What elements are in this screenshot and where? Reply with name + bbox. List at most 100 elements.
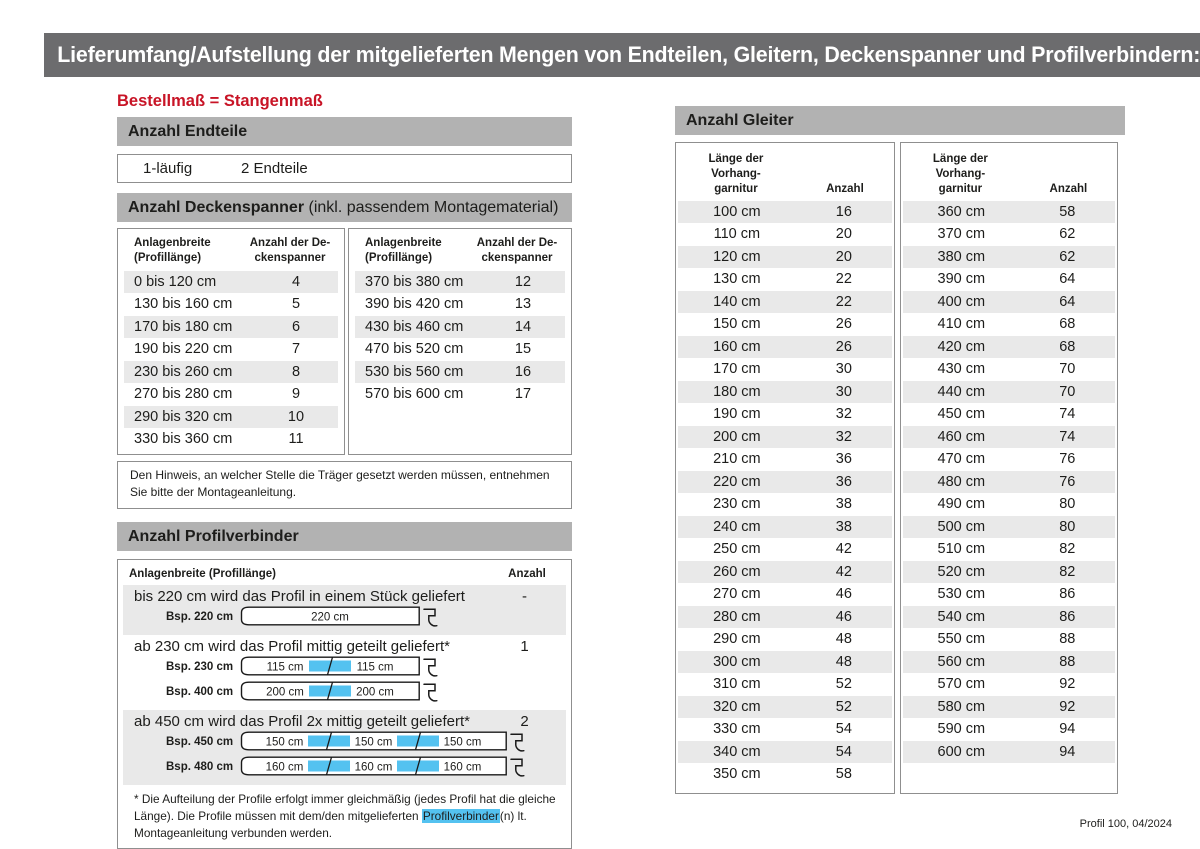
- table-row: 130 bis 160 cm 5: [124, 293, 338, 316]
- range-cell: 130 cm: [713, 271, 761, 288]
- range-cell: 0 bis 120 cm: [134, 273, 217, 290]
- table-body: 100 cm 16 110 cm 20 120 cm 20 130 cm 22 140 cm 22…: [676, 200, 894, 786]
- range-cell: 370 cm: [937, 226, 986, 243]
- count-cell: 62: [1059, 248, 1076, 265]
- table-row: 240 cm 38: [678, 515, 892, 539]
- table-row: 120 cm 20: [678, 245, 892, 269]
- range-cell: 410 cm: [937, 316, 986, 333]
- section-gleiter-title: Anzahl Gleiter: [686, 112, 794, 129]
- table-row: 100 cm 16: [678, 200, 892, 224]
- count-cell: 48: [835, 653, 852, 670]
- count-cell: 68: [1059, 338, 1076, 355]
- segment-length-label: 160 cm: [444, 762, 482, 774]
- segment-length-label: 200 cm: [356, 687, 394, 699]
- table-row: 460 cm 74: [903, 425, 1115, 449]
- row-description: ab 450 cm wird das Profil 2x mittig gete…: [134, 712, 470, 730]
- count-cell: 70: [1059, 361, 1076, 378]
- table-row: 260 cm 42: [678, 560, 892, 584]
- table-row: 270 cm 46: [678, 583, 892, 606]
- table-row: 310 cm 52: [678, 673, 892, 696]
- table-row: 290 bis 320 cm 10: [124, 405, 338, 429]
- page-header-bar: Lieferumfang/Aufstellung der mitgeliefer…: [44, 33, 1200, 77]
- table-row: 510 cm 82: [903, 538, 1115, 561]
- range-cell: 120 cm: [713, 248, 761, 265]
- range-cell: 280 cm: [713, 608, 761, 625]
- count-cell: 30: [835, 361, 852, 378]
- count-cell: 94: [1059, 721, 1076, 738]
- count-cell: 14: [514, 318, 532, 335]
- count-cell: 92: [1059, 698, 1076, 715]
- count-cell: 16: [835, 203, 852, 220]
- column-header-anzahl: Anzahl: [826, 182, 864, 195]
- profile-diagram: 160 cm 160 cm 160 cm: [240, 756, 525, 777]
- deckenspanner-table-1: Anlagenbreite (Profillänge) Anzahl der D…: [117, 228, 345, 455]
- table-header: Anlagenbreite (Profillänge) Anzahl der D…: [118, 229, 344, 271]
- count-cell: 4: [291, 273, 301, 290]
- profile-diagram: 150 cm 150 cm 150 cm: [240, 731, 525, 752]
- footnote-text: (n) lt. Montageanleitung verbunden werde…: [134, 808, 527, 840]
- range-cell: 480 cm: [937, 473, 986, 490]
- column-header-anlagenbreite: Anlagenbreite (Profillänge): [129, 567, 276, 580]
- count-cell: 32: [835, 428, 852, 445]
- count-cell: 42: [835, 541, 852, 558]
- range-cell: 230 bis 260 cm: [134, 363, 233, 380]
- range-cell: 330 cm: [713, 721, 761, 738]
- table-row: 530 cm 86: [903, 583, 1115, 606]
- table-header: Anlagenbreite (Profillänge) Anzahl: [118, 560, 571, 585]
- range-cell: 510 cm: [937, 541, 986, 558]
- count-cell: 80: [1059, 518, 1076, 535]
- range-cell: 290 cm: [713, 631, 761, 648]
- count-cell: 1: [520, 637, 529, 655]
- profile-example: Bsp. 220 cm 220 cm: [123, 605, 566, 630]
- range-cell: 560 cm: [937, 653, 986, 670]
- count-cell: 20: [835, 226, 852, 243]
- range-cell: 330 bis 360 cm: [134, 431, 233, 448]
- range-cell: 450 cm: [937, 406, 986, 423]
- range-cell: 250 cm: [713, 541, 761, 558]
- table-row: 320 cm 52: [678, 695, 892, 719]
- table-body: bis 220 cm wird das Profil in einem Stüc…: [118, 584, 571, 785]
- table-row: 390 bis 420 cm 13: [355, 293, 565, 316]
- table-row: 480 cm 76: [903, 470, 1115, 494]
- section-endteile: Anzahl Endteile: [117, 117, 572, 146]
- gleiter-table-2: Länge der Vorhang- garnitur Anzahl 360 c…: [900, 142, 1118, 794]
- table-row: 360 cm 58: [903, 200, 1115, 224]
- table-row: 210 cm 36: [678, 448, 892, 471]
- profile-example: Bsp. 400 cm 200 cm 200 cm: [123, 680, 566, 705]
- example-label: Bsp. 480 cm: [166, 761, 234, 774]
- count-cell: 58: [835, 766, 852, 783]
- endteile-type: 1-läufig: [143, 160, 193, 177]
- count-cell: 52: [835, 698, 852, 715]
- range-cell: 500 cm: [937, 518, 986, 535]
- left-column: Bestellmaß = Stangenmaß Anzahl Endteile …: [117, 92, 572, 849]
- range-cell: 470 cm: [937, 451, 986, 468]
- table-row: 420 cm 68: [903, 335, 1115, 359]
- example-label: Bsp. 450 cm: [166, 736, 234, 749]
- count-cell: 26: [835, 316, 852, 333]
- column-header-anzahl: Anzahl der De- ckenspanner: [249, 237, 331, 264]
- table-row: 470 bis 520 cm 15: [355, 338, 565, 361]
- count-cell: 74: [1059, 406, 1076, 423]
- count-cell: 64: [1059, 293, 1076, 310]
- count-cell: 74: [1059, 428, 1076, 445]
- table-row: 600 cm 94: [903, 740, 1115, 764]
- table-row: 400 cm 64: [903, 290, 1115, 314]
- example-label: Bsp. 220 cm: [166, 611, 234, 624]
- deckenspanner-tables: Anlagenbreite (Profillänge) Anzahl der D…: [117, 228, 572, 455]
- range-cell: 400 cm: [937, 293, 986, 310]
- table-row: 570 bis 600 cm 17: [355, 383, 565, 406]
- segment-length-label: 150 cm: [355, 737, 393, 749]
- range-cell: 570 bis 600 cm: [365, 386, 464, 403]
- count-cell: 32: [835, 406, 852, 423]
- table-row: 350 cm 58: [678, 763, 892, 786]
- count-cell: 82: [1059, 541, 1076, 558]
- range-cell: 150 cm: [713, 316, 761, 333]
- table-body: 370 bis 380 cm 12 390 bis 420 cm 13 430 bis …: [349, 270, 571, 406]
- range-cell: 160 cm: [713, 338, 761, 355]
- table-row: 150 cm 26: [678, 313, 892, 336]
- range-cell: 440 cm: [937, 383, 986, 400]
- range-cell: 220 cm: [713, 473, 761, 490]
- section-deckenspanner-subtitle: (inkl. passendem Montagematerial): [304, 199, 559, 216]
- count-cell: 54: [835, 721, 852, 738]
- range-cell: 470 bis 520 cm: [365, 341, 464, 358]
